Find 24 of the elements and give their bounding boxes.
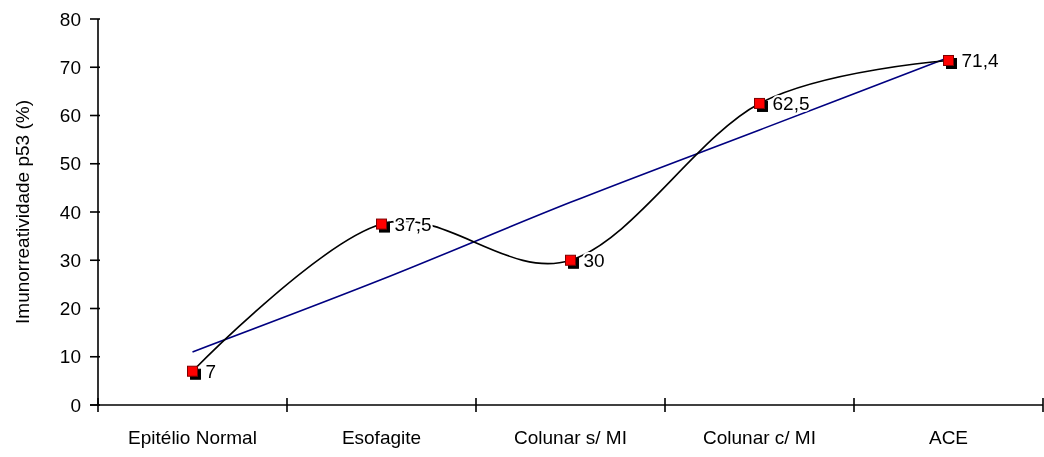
point bbox=[943, 55, 954, 66]
x-tick-label: Colunar s/ MI bbox=[514, 427, 627, 448]
data-label: 7 bbox=[205, 360, 217, 382]
y-tick-label: 10 bbox=[59, 346, 81, 368]
y-tick-label: 20 bbox=[59, 298, 81, 320]
point bbox=[187, 365, 198, 377]
x-tick-label: Epitélio Normal bbox=[128, 427, 257, 448]
point bbox=[376, 218, 387, 230]
x-tick-label: Esofagite bbox=[341, 427, 422, 448]
x-tick-label: ACE bbox=[928, 427, 969, 448]
y-tick-label: 80 bbox=[59, 8, 81, 30]
y-tick-label: 40 bbox=[59, 201, 81, 223]
data-label: 62,5 bbox=[772, 93, 810, 115]
point bbox=[754, 97, 765, 109]
data-label: 71,4 bbox=[961, 50, 999, 72]
y-tick-label: 60 bbox=[59, 105, 81, 127]
point bbox=[565, 254, 576, 266]
data-label: 30 bbox=[583, 249, 605, 271]
y-axis-title: Imunorreatividade p53 (%) bbox=[11, 100, 33, 324]
y-tick-label: 50 bbox=[59, 153, 81, 175]
y-tick-label: 70 bbox=[59, 56, 81, 78]
y-tick-label: 0 bbox=[70, 394, 81, 416]
x-tick-label: Colunar c/ MI bbox=[703, 427, 816, 448]
y-tick-label: 30 bbox=[59, 249, 81, 271]
